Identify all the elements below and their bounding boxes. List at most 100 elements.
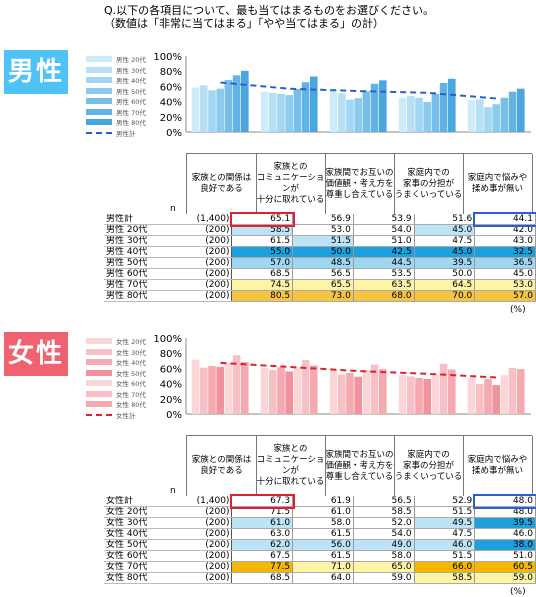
bar bbox=[224, 79, 233, 132]
table-row: 男性 60代 (200) 68.5 56.5 53.5 50.0 45.0 bbox=[104, 268, 536, 280]
bar bbox=[508, 368, 517, 414]
category-header: 家族との関係は 良好である 家族との コミュニケーションが 十分に取れている 家族間でお互… bbox=[186, 153, 533, 214]
table-cell: 43.0 bbox=[474, 235, 536, 247]
table-cell: 54.0 bbox=[353, 528, 415, 540]
row-n: (200) bbox=[179, 257, 233, 269]
bar bbox=[431, 374, 440, 414]
table-row: 男性 50代 (200) 57.0 48.5 44.5 39.5 36.5 bbox=[104, 257, 536, 269]
legend-swatch bbox=[86, 77, 112, 83]
bar bbox=[241, 70, 249, 132]
table-row: 女性 70代 (200) 77.5 71.0 65.0 66.0 60.5 bbox=[104, 561, 536, 573]
row-label: 女性 20代 bbox=[104, 506, 180, 518]
row-n: (200) bbox=[179, 539, 233, 551]
legend-label: 男性 70代 bbox=[116, 108, 146, 117]
table-cell: 32.5 bbox=[474, 246, 536, 258]
female-badge: 女性 bbox=[4, 332, 68, 376]
bar bbox=[476, 99, 484, 132]
bar bbox=[329, 90, 338, 132]
table-cell: 39.5 bbox=[474, 517, 536, 529]
data-table: 男性計 (1,400) 65.1 56.9 53.9 51.6 44.1 男性 20代 (200… bbox=[104, 212, 536, 302]
category-label: 家庭内での 家事の分担が うまくいっている bbox=[394, 154, 464, 214]
legend-item-total: 女性計 bbox=[86, 410, 146, 420]
bar bbox=[285, 95, 293, 132]
bar bbox=[216, 366, 224, 414]
bar bbox=[285, 371, 293, 414]
table-cell: 39.5 bbox=[414, 257, 476, 269]
table-row: 男性 40代 (200) 55.0 50.0 42.5 45.0 32.5 bbox=[104, 246, 536, 258]
table-row: 男性 20代 (200) 58.5 53.0 54.0 45.0 42.0 bbox=[104, 224, 536, 236]
table-cell: 73.0 bbox=[292, 290, 354, 302]
table-cell: 53.9 bbox=[353, 214, 415, 225]
legend-swatch bbox=[86, 66, 112, 73]
table-cell: 58.0 bbox=[292, 517, 354, 529]
category-label: 家族との コミュニケーションが 十分に取れている bbox=[256, 436, 326, 496]
table-cell: 42.0 bbox=[474, 224, 536, 236]
male-badge: 男性 bbox=[4, 50, 68, 94]
category-header: 家族との関係は 良好である 家族との コミュニケーションが 十分に取れている 家族間でお互… bbox=[186, 435, 533, 496]
row-n: (1,400) bbox=[179, 214, 233, 225]
table-cell: 64.5 bbox=[414, 279, 476, 291]
total-line bbox=[220, 361, 497, 379]
y-tick-label: 80% bbox=[160, 67, 182, 78]
table-cell: 62.0 bbox=[231, 539, 294, 551]
table-row: 女性 40代 (200) 63.0 61.5 54.0 47.5 46.0 bbox=[104, 528, 536, 540]
bar bbox=[301, 360, 310, 414]
table-cell: 58.5 bbox=[231, 224, 294, 236]
legend-label: 男性計 bbox=[116, 129, 136, 138]
legend-swatch bbox=[86, 108, 112, 115]
bar bbox=[500, 375, 509, 414]
legend-label: 女性 40代 bbox=[116, 359, 146, 367]
y-tick-label: 20% bbox=[160, 113, 182, 124]
table-cell: 46.0 bbox=[414, 539, 476, 551]
bar bbox=[191, 87, 200, 132]
table-cell: 51.5 bbox=[414, 550, 476, 562]
bar bbox=[277, 367, 285, 414]
table-cell: 57.0 bbox=[474, 290, 536, 302]
bar bbox=[431, 94, 440, 132]
table-row: 男性 70代 (200) 74.5 65.5 63.5 64.5 53.0 bbox=[104, 279, 536, 291]
bar bbox=[448, 78, 456, 132]
y-tick-label: 40% bbox=[160, 380, 182, 391]
bar bbox=[241, 361, 249, 414]
category-label: 家族との関係は 良好である bbox=[187, 154, 257, 214]
legend-item: 女性 30代 bbox=[86, 347, 146, 357]
legend-label: 女性 30代 bbox=[116, 348, 146, 357]
table-cell: 46.0 bbox=[474, 528, 536, 540]
legend-item: 男性 80代 bbox=[86, 117, 146, 127]
table-cell: 61.0 bbox=[231, 517, 294, 529]
row-n: (200) bbox=[179, 268, 233, 280]
y-tick-label: 60% bbox=[160, 364, 182, 375]
legend-swatch bbox=[86, 359, 112, 365]
bar bbox=[301, 82, 310, 132]
bar bbox=[260, 91, 269, 132]
question-text: Q.以下の各項目について、最も当てはまるものをお選びください。 （数値は「非常に… bbox=[104, 4, 435, 30]
table-cell: 68.5 bbox=[231, 268, 294, 280]
row-n: (200) bbox=[179, 528, 233, 540]
y-tick-label: 40% bbox=[160, 98, 182, 109]
legend-item: 男性 50代 bbox=[86, 86, 146, 96]
table-cell: 58.5 bbox=[353, 506, 415, 518]
legend-item: 男性 20代 bbox=[86, 54, 146, 64]
bar bbox=[362, 369, 371, 414]
y-tick-label: 60% bbox=[160, 82, 182, 93]
legend-label: 女性 20代 bbox=[116, 338, 146, 346]
category-label: 家庭内での 家事の分担が うまくいっている bbox=[394, 436, 464, 496]
legend-dash bbox=[86, 131, 112, 134]
legend-item: 女性 20代 bbox=[86, 336, 146, 346]
percent-unit: (%) bbox=[510, 305, 526, 315]
bar bbox=[508, 91, 517, 132]
legend-swatch bbox=[86, 98, 112, 104]
table-cell: 67.3 bbox=[229, 494, 295, 509]
bar bbox=[216, 88, 224, 132]
legend-swatch bbox=[86, 87, 112, 94]
legend-item: 男性 60代 bbox=[86, 96, 146, 106]
table-cell: 52.0 bbox=[353, 517, 415, 529]
bar bbox=[423, 101, 431, 132]
row-label: 女性 70代 bbox=[104, 561, 180, 573]
y-tick-label: 80% bbox=[160, 349, 182, 360]
bar bbox=[467, 100, 476, 132]
table-cell: 56.5 bbox=[353, 496, 415, 507]
row-label: 男性計 bbox=[104, 214, 180, 225]
table-row: 女性計 (1,400) 67.3 61.9 56.5 52.9 48.0 bbox=[104, 494, 536, 509]
table-cell: 64.0 bbox=[292, 572, 354, 584]
